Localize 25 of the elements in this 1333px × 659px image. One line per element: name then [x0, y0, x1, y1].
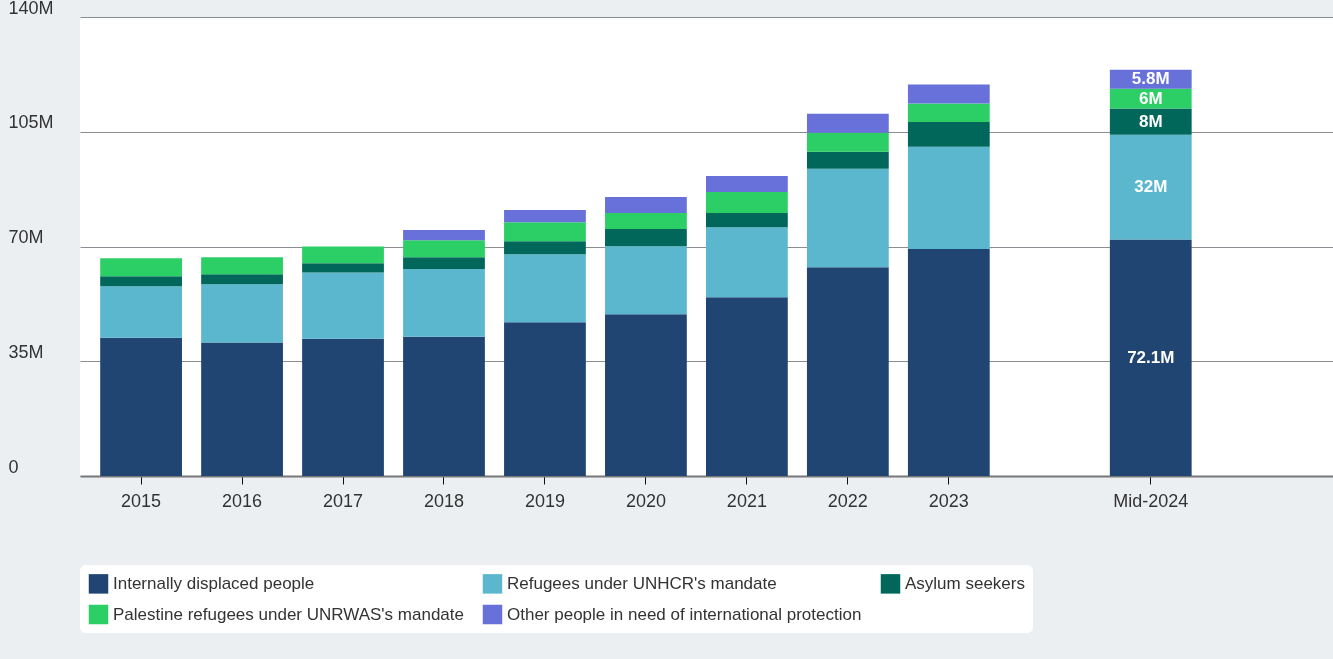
x-tick-label: 2020 [625, 490, 666, 511]
legend-label: Other people in need of international protection [507, 604, 862, 624]
x-tick-label: 2018 [423, 490, 465, 511]
x-tick-label: 2019 [524, 490, 565, 511]
y-tick-label: 0 [8, 456, 19, 477]
x-tick-label: 2016 [222, 490, 263, 511]
x-tick-label: 2017 [323, 490, 364, 511]
legend-label: Palestine refugees under UNRWAS's mandate [113, 604, 464, 624]
legend-label: Internally displaced people [113, 573, 315, 593]
data-label: 72.1M [1127, 347, 1175, 367]
y-tick-label: 35M [8, 341, 44, 362]
data-label: 5.8M [1131, 69, 1170, 89]
x-tick-label: 2023 [928, 490, 969, 511]
x-tick-label: 2021 [726, 490, 767, 511]
legend-label: Asylum seekers [905, 573, 1025, 593]
y-tick-label: 70M [8, 227, 44, 247]
data-label: 6M [1138, 88, 1163, 108]
data-label: 8M [1138, 111, 1163, 131]
y-tick-label: 140M [8, 0, 54, 18]
y-tick-label: 105M [8, 112, 54, 133]
x-tick-label: 2022 [827, 490, 868, 511]
x-tick-label: Mid-2024 [1113, 490, 1189, 511]
x-tick-label: 2015 [121, 490, 162, 511]
legend-label: Refugees under UNHCR's mandate [507, 573, 777, 593]
data-label: 32M [1134, 177, 1168, 197]
